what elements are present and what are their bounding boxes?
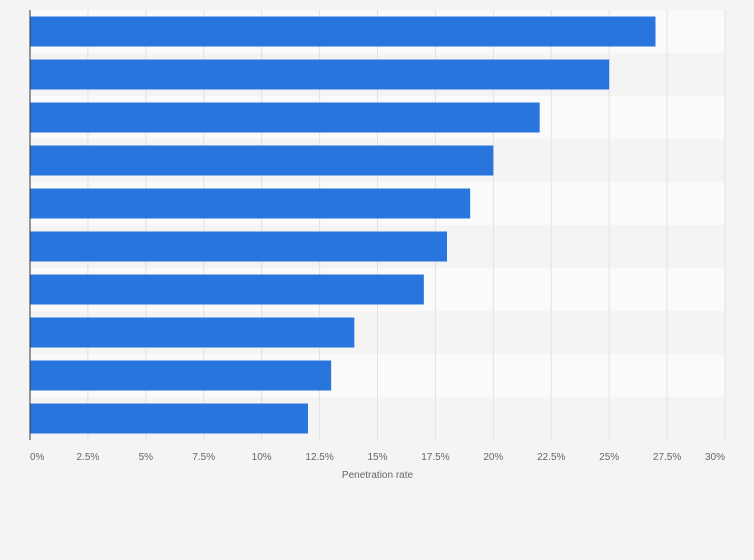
x-tick-label: 2.5% — [77, 452, 100, 463]
bars — [30, 16, 656, 434]
x-tick-label: 7.5% — [192, 452, 215, 463]
x-tick-label: 10% — [252, 452, 272, 463]
bar — [30, 59, 610, 90]
bar — [30, 188, 471, 219]
bar — [30, 274, 424, 305]
x-tick-label: 12.5% — [305, 452, 333, 463]
x-tick-label: 27.5% — [653, 452, 681, 463]
x-tick-label: 25% — [599, 452, 619, 463]
x-axis-title: Penetration rate — [342, 470, 414, 481]
bar — [30, 317, 355, 348]
x-tick-label: 0% — [30, 452, 45, 463]
bar — [30, 16, 656, 47]
x-tick-label: 20% — [483, 452, 503, 463]
bar — [30, 102, 540, 133]
bar — [30, 360, 332, 391]
x-tick-label: 30% — [705, 452, 725, 463]
x-tick-label: 15% — [367, 452, 387, 463]
x-axis-tick-labels: 0% 2.5% 5% 7.5% 10% 12.5% 15% 17.5% 20% 22.5% 25% 2… — [30, 452, 725, 463]
bar — [30, 403, 308, 434]
bar — [30, 231, 447, 262]
x-tick-label: 17.5% — [421, 452, 449, 463]
bar — [30, 145, 494, 176]
x-tick-label: 22.5% — [537, 452, 565, 463]
x-tick-label: 5% — [139, 452, 154, 463]
